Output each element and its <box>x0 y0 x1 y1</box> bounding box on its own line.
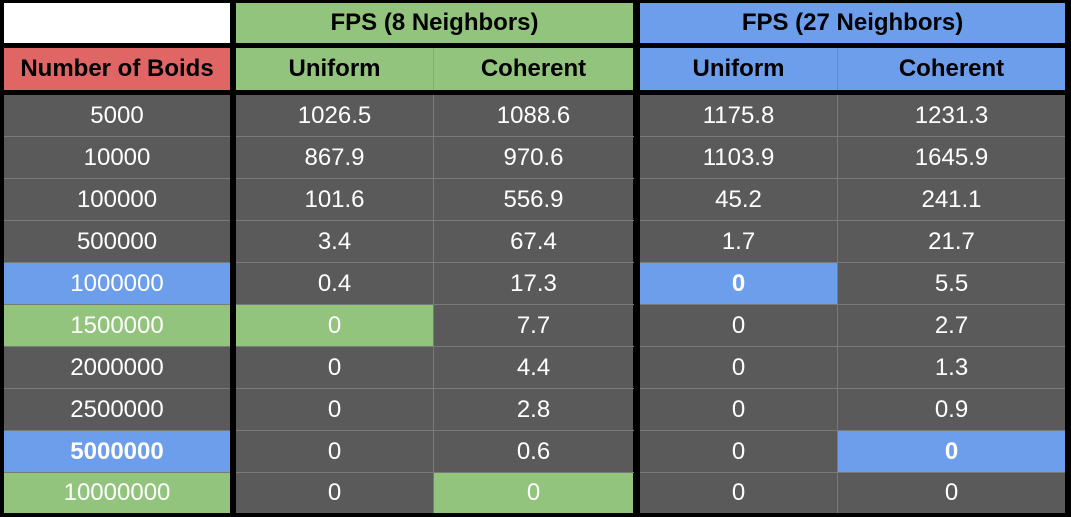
data-cell: 0 <box>640 305 837 346</box>
column-divider <box>433 95 434 513</box>
data-cell: 45.2 <box>640 179 837 220</box>
data-cell: 0.6 <box>434 431 633 472</box>
row-divider <box>640 136 1065 137</box>
column-label-27n-coherent: Coherent <box>838 48 1065 90</box>
row-divider <box>4 388 230 389</box>
row-label-boids: 100000 <box>4 179 230 220</box>
data-cell: 67.4 <box>434 221 633 262</box>
data-cell: 0.9 <box>838 389 1065 430</box>
column-label-8n-coherent: Coherent <box>434 48 633 90</box>
data-cell: 0 <box>434 473 633 513</box>
data-cell: 2.7 <box>838 305 1065 346</box>
row-divider <box>4 136 230 137</box>
header-divider <box>433 48 434 90</box>
data-cell: 0 <box>236 431 433 472</box>
row-divider <box>236 472 634 473</box>
row-divider <box>640 178 1065 179</box>
data-cell: 556.9 <box>434 179 633 220</box>
row-divider <box>4 472 230 473</box>
row-label-boids: 2000000 <box>4 347 230 388</box>
data-cell: 0 <box>640 473 837 513</box>
data-cell: 867.9 <box>236 137 433 178</box>
row-divider <box>236 262 634 263</box>
data-cell: 1103.9 <box>640 137 837 178</box>
row-divider <box>236 178 634 179</box>
column-label-8n-uniform: Uniform <box>236 48 433 90</box>
row-divider <box>236 388 634 389</box>
corner-blank-cell <box>4 3 230 43</box>
data-cell: 0 <box>236 473 433 513</box>
header-divider <box>837 48 838 90</box>
data-cell: 0 <box>236 305 433 346</box>
data-cell: 0 <box>640 263 837 304</box>
data-cell: 4.4 <box>434 347 633 388</box>
row-divider <box>4 178 230 179</box>
data-cell: 0 <box>640 431 837 472</box>
row-label-boids: 500000 <box>4 221 230 262</box>
data-cell: 3.4 <box>236 221 433 262</box>
data-cell: 5.5 <box>838 263 1065 304</box>
data-cell: 1645.9 <box>838 137 1065 178</box>
row-divider <box>4 430 230 431</box>
row-divider <box>236 220 634 221</box>
data-cell: 2.8 <box>434 389 633 430</box>
data-cell: 0 <box>640 347 837 388</box>
data-cell: 101.6 <box>236 179 433 220</box>
row-divider <box>640 262 1065 263</box>
data-cell: 1088.6 <box>434 95 633 136</box>
data-cell: 970.6 <box>434 137 633 178</box>
row-divider <box>236 430 634 431</box>
row-label-boids: 1000000 <box>4 263 230 304</box>
row-divider <box>236 346 634 347</box>
column-divider <box>837 95 838 513</box>
row-header-label: Number of Boids <box>4 48 230 90</box>
data-cell: 0.4 <box>236 263 433 304</box>
data-cell: 0 <box>236 347 433 388</box>
data-cell: 0 <box>838 431 1065 472</box>
row-divider <box>236 136 634 137</box>
row-divider <box>640 304 1065 305</box>
row-label-boids: 10000 <box>4 137 230 178</box>
row-divider <box>4 262 230 263</box>
row-divider <box>4 220 230 221</box>
data-cell: 0 <box>838 473 1065 513</box>
row-label-boids: 1500000 <box>4 305 230 346</box>
row-label-boids: 2500000 <box>4 389 230 430</box>
data-cell: 1026.5 <box>236 95 433 136</box>
group-header-8-neighbors: FPS (8 Neighbors) <box>236 3 633 43</box>
data-cell: 7.7 <box>434 305 633 346</box>
row-label-boids: 5000 <box>4 95 230 136</box>
row-divider <box>640 388 1065 389</box>
row-label-boids: 5000000 <box>4 431 230 472</box>
row-divider <box>640 346 1065 347</box>
data-cell: 0 <box>640 389 837 430</box>
row-divider <box>4 304 230 305</box>
group-header-27-neighbors: FPS (27 Neighbors) <box>640 3 1065 43</box>
row-divider <box>640 220 1065 221</box>
data-cell: 0 <box>236 389 433 430</box>
column-label-27n-uniform: Uniform <box>640 48 837 90</box>
data-cell: 1.7 <box>640 221 837 262</box>
data-cell: 1175.8 <box>640 95 837 136</box>
row-divider <box>4 346 230 347</box>
row-label-boids: 10000000 <box>4 473 230 513</box>
data-cell: 1.3 <box>838 347 1065 388</box>
data-cell: 241.1 <box>838 179 1065 220</box>
row-divider <box>640 472 1065 473</box>
row-divider <box>236 304 634 305</box>
data-cell: 17.3 <box>434 263 633 304</box>
data-cell: 21.7 <box>838 221 1065 262</box>
row-divider <box>640 430 1065 431</box>
data-cell: 1231.3 <box>838 95 1065 136</box>
